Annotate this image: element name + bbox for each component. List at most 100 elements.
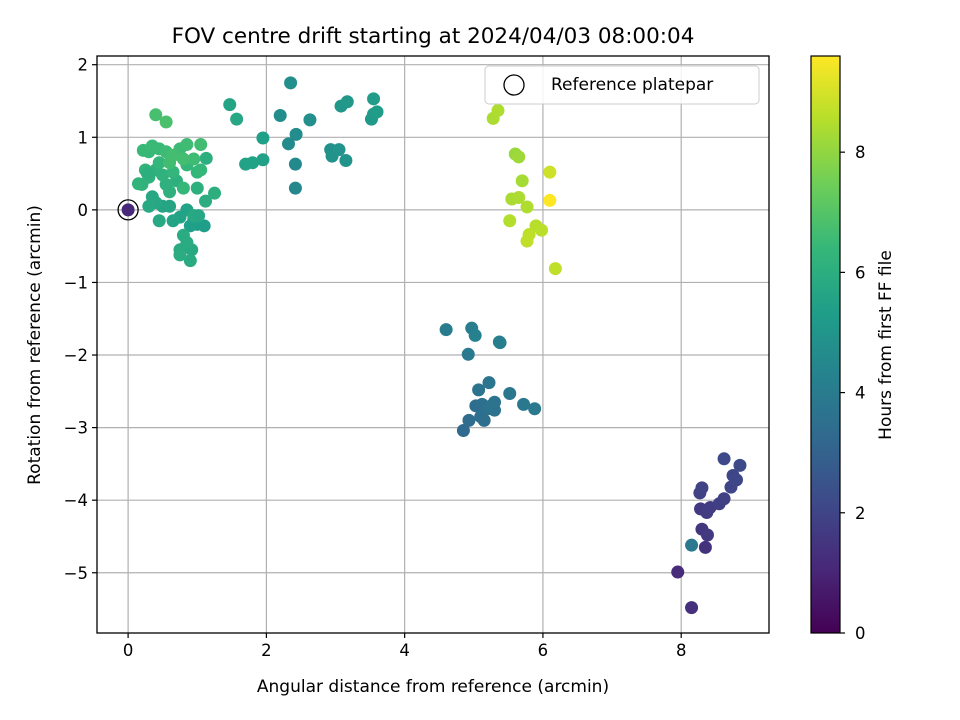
data-point (332, 143, 346, 157)
data-point (717, 452, 731, 466)
data-point (180, 236, 194, 250)
data-point (477, 413, 491, 427)
data-point (288, 181, 302, 195)
data-point (700, 528, 714, 542)
data-point (367, 92, 381, 106)
y-tick-label: 2 (78, 56, 89, 75)
data-point (187, 152, 201, 166)
colorbar: 0 2 4 6 8 Hours from first FF file (810, 55, 896, 643)
data-point (515, 174, 529, 188)
data-point (282, 137, 296, 151)
data-point (370, 105, 384, 119)
data-point (246, 156, 260, 170)
colorbar-gradient (810, 55, 841, 634)
reference-point-marker (117, 199, 139, 221)
data-point (439, 323, 453, 337)
data-point (685, 538, 699, 552)
data-point (512, 150, 526, 164)
data-point (671, 565, 685, 579)
chart-title: FOV centre drift starting at 2024/04/03 … (172, 24, 695, 49)
y-tick-label: −3 (64, 419, 88, 438)
data-point (230, 112, 244, 126)
data-point (456, 424, 470, 438)
x-axis-label: Angular distance from reference (arcmin) (257, 677, 609, 697)
data-point (493, 336, 507, 350)
y-tick-label: 0 (78, 201, 89, 220)
data-point (472, 383, 486, 397)
plot-frame (96, 55, 770, 634)
colorbar-tick-label: 0 (855, 624, 866, 643)
data-point (543, 165, 557, 179)
data-point (223, 98, 237, 112)
data-point (289, 127, 303, 141)
data-point (166, 148, 180, 162)
y-tick-label: −5 (64, 564, 88, 583)
data-point (517, 397, 531, 411)
data-point (520, 200, 534, 214)
data-point (131, 177, 145, 191)
reference-marker (117, 199, 139, 221)
data-point (503, 386, 517, 400)
y-axis-label: Rotation from reference (arcmin) (25, 205, 45, 485)
data-point (173, 248, 187, 262)
data-point (685, 601, 699, 615)
data-point (535, 223, 549, 237)
data-point (176, 181, 190, 195)
data-point (528, 402, 542, 416)
legend-entry-label: Reference platepar (551, 75, 713, 95)
data-point (548, 262, 562, 276)
colorbar-tick-label: 4 (855, 384, 866, 403)
data-point (482, 376, 496, 390)
data-point (340, 95, 354, 109)
data-point (149, 108, 163, 122)
data-point (512, 191, 526, 205)
data-point (190, 181, 204, 195)
data-point (288, 157, 302, 171)
data-point (462, 413, 476, 427)
data-point (142, 199, 156, 213)
x-axis: 0 2 4 6 8 (123, 633, 687, 660)
data-point (468, 328, 482, 342)
data-point (166, 214, 180, 228)
x-tick-label: 2 (261, 641, 272, 660)
grid (97, 56, 769, 633)
data-point (520, 234, 534, 248)
colorbar-ticks: 0 2 4 6 8 (840, 143, 866, 643)
y-axis: −5 −4 −3 −2 −1 0 1 2 (64, 56, 97, 583)
data-point (339, 154, 353, 168)
data-point (733, 458, 747, 472)
data-point (543, 193, 557, 207)
data-point (159, 115, 173, 129)
y-tick-label: 1 (78, 128, 89, 147)
data-point (140, 167, 154, 181)
colorbar-tick-label: 2 (855, 504, 866, 523)
data-point (256, 153, 270, 167)
data-point (303, 113, 317, 127)
data-point (284, 76, 298, 90)
y-tick-label: −4 (64, 491, 88, 510)
data-point (717, 492, 731, 506)
data-point (152, 214, 166, 228)
legend-marker-icon (503, 74, 525, 96)
data-point (256, 131, 270, 145)
data-point (199, 194, 213, 208)
data-point (199, 151, 213, 165)
data-points (121, 76, 747, 615)
data-point (194, 138, 208, 152)
data-point (121, 203, 135, 217)
data-point (192, 209, 206, 223)
legend: Reference platepar (484, 65, 760, 105)
data-point (488, 395, 502, 409)
data-point (491, 103, 505, 117)
data-point (698, 540, 712, 554)
legend-box (484, 65, 760, 105)
data-point (461, 347, 475, 361)
data-point (208, 186, 222, 200)
data-point (503, 214, 517, 228)
data-point (273, 109, 287, 123)
data-point (194, 163, 208, 177)
x-tick-label: 8 (676, 641, 687, 660)
y-tick-label: −1 (64, 273, 88, 292)
data-point (197, 219, 211, 233)
y-tick-label: −2 (64, 346, 88, 365)
